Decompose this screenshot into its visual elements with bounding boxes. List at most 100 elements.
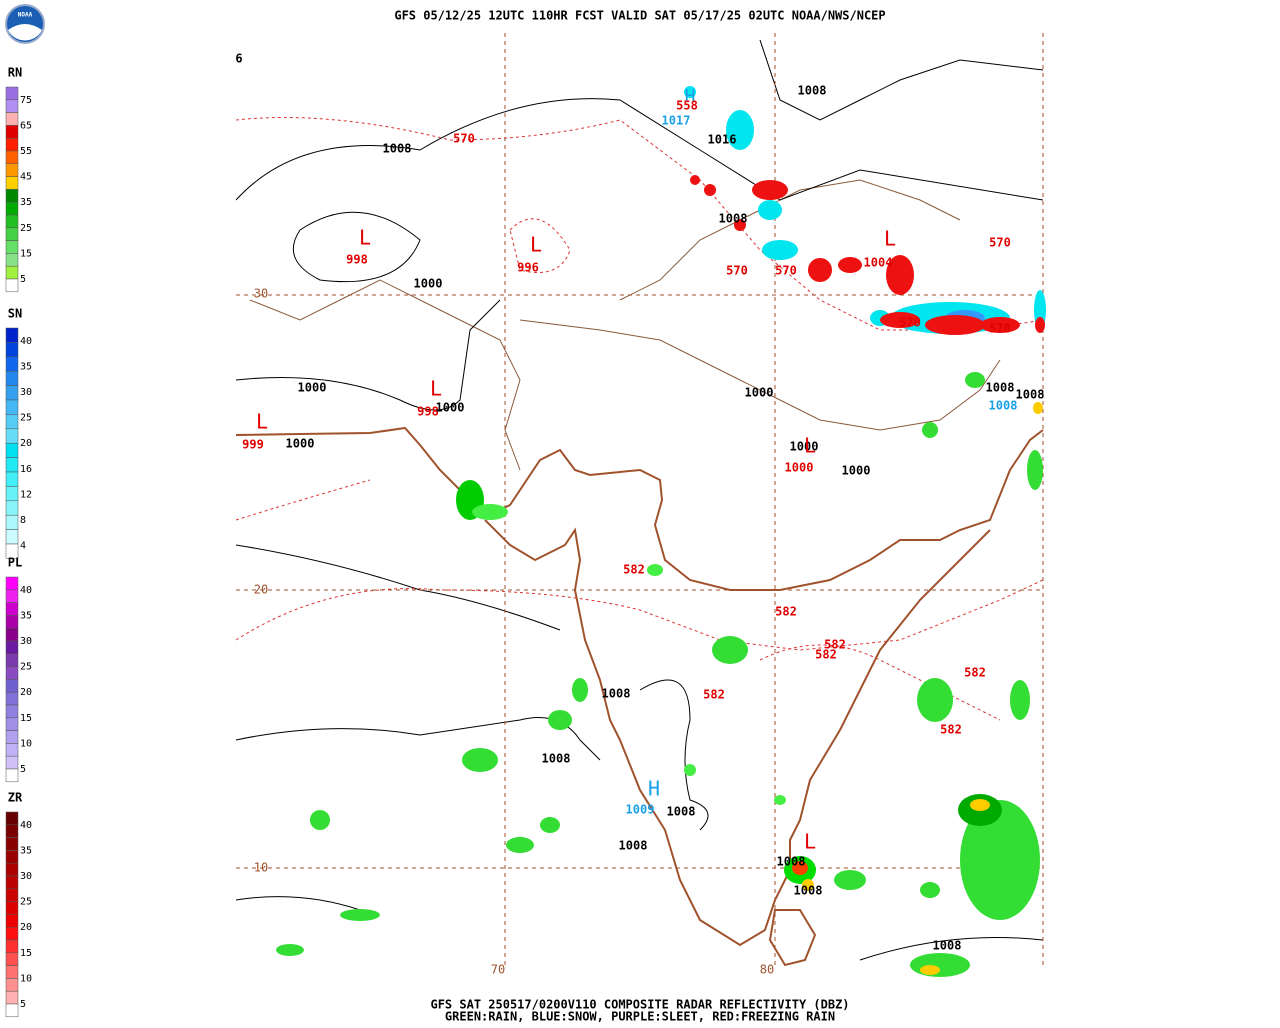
precip-area <box>1033 402 1043 414</box>
map-label: 1000 <box>298 381 327 395</box>
map-label: 582 <box>775 605 797 619</box>
map-label: 1008 <box>777 855 806 869</box>
map-label: 1017 <box>662 114 691 128</box>
grid-label: 70 <box>491 963 505 977</box>
legend-label: 40 <box>20 585 32 596</box>
precip-area <box>980 317 1020 333</box>
legend-label: 25 <box>20 897 32 908</box>
map-label: 1000 <box>785 461 814 475</box>
map-label: 6 <box>235 52 242 66</box>
legend-label: 35 <box>20 610 32 621</box>
legend-label: 20 <box>20 687 32 698</box>
header-title: GFS 05/12/25 12UTC 110HR FCST VALID SAT … <box>394 9 885 23</box>
legend-swatch <box>5 602 19 616</box>
precip-area <box>684 764 696 776</box>
legend-swatch <box>5 653 19 667</box>
map-label: 570 <box>453 132 475 146</box>
grid-label: 80 <box>760 963 774 977</box>
legend-swatch <box>5 125 19 139</box>
legend-label: 45 <box>20 172 32 183</box>
map-label: 1008 <box>794 884 823 898</box>
map-label: L <box>804 434 816 458</box>
map-label: 1008 <box>383 142 412 156</box>
legend-swatch <box>5 99 19 113</box>
precip-area <box>965 372 985 388</box>
map-label: 1008 <box>719 212 748 226</box>
map-label: H <box>685 86 696 107</box>
legend-swatch <box>5 370 19 386</box>
precip-area <box>684 86 696 98</box>
legend-label: 55 <box>20 146 32 157</box>
map-label: 570 <box>726 264 748 278</box>
map: H5581017100857010081016L998L996100010085… <box>235 33 1046 977</box>
map-label: 1008 <box>1016 388 1045 402</box>
map-label: 1000 <box>414 277 443 291</box>
legend-swatch <box>5 978 19 992</box>
legend-swatch <box>5 576 19 591</box>
legend-swatch <box>5 428 19 444</box>
legend-swatch <box>5 86 19 101</box>
map-label: 570 <box>989 236 1011 250</box>
legend-label: 5 <box>20 764 26 775</box>
legend-swatch <box>5 163 19 177</box>
precip-area <box>752 180 788 200</box>
map-label: 1000 <box>436 401 465 415</box>
map-label: 998 <box>417 405 439 419</box>
map-label: 570 <box>899 316 921 330</box>
precip-area <box>1035 317 1045 333</box>
legend-label: 35 <box>20 197 32 208</box>
map-label: 999 <box>242 438 264 452</box>
legend-swatch <box>5 442 19 458</box>
isobars <box>235 39 1044 961</box>
legend-title: RN <box>8 66 22 80</box>
legend-title: SN <box>8 307 22 321</box>
legend-label: 15 <box>20 248 32 259</box>
map-label: 1016 <box>708 133 737 147</box>
precip-area <box>472 504 508 520</box>
precip-area <box>734 219 746 231</box>
legend-swatch <box>5 227 19 241</box>
precip-area <box>690 175 700 185</box>
legend-swatch <box>5 965 19 979</box>
legend-swatch <box>5 837 19 851</box>
grid-label: 30 <box>254 287 268 301</box>
legend-swatch <box>5 768 19 783</box>
legend-swatch <box>5 1003 19 1018</box>
legend-label: 35 <box>20 361 32 372</box>
legend-label: 10 <box>20 738 32 749</box>
legend-swatch <box>5 589 19 603</box>
map-label: 570 <box>775 264 797 278</box>
legend-swatch <box>5 862 19 877</box>
legend-label: 5 <box>20 274 26 285</box>
legend-swatch <box>5 901 19 915</box>
map-label: L <box>530 233 542 257</box>
legend-swatch <box>5 278 19 293</box>
precip-area <box>647 564 663 576</box>
legend-swatch <box>5 543 19 559</box>
legend-label: 40 <box>20 820 32 831</box>
legend-label: 12 <box>20 489 32 500</box>
noaa-logo: NOAA <box>5 4 45 44</box>
legend-label: 30 <box>20 871 32 882</box>
legend-swatch <box>5 137 19 152</box>
legend-swatch <box>5 327 19 343</box>
legend-label: 4 <box>20 541 26 552</box>
map-label: H <box>648 777 660 801</box>
map-label: L <box>884 227 896 251</box>
legend-swatch <box>5 214 19 229</box>
precip-area <box>920 882 940 898</box>
legend-title: PL <box>8 556 22 570</box>
legend-swatch <box>5 914 19 928</box>
precip-area <box>1027 450 1043 490</box>
precip-area <box>880 312 920 328</box>
map-label: 1008 <box>798 84 827 98</box>
precip-area <box>1010 680 1030 720</box>
map-label: 582 <box>815 648 837 662</box>
precip-area <box>506 837 534 853</box>
map-label: 582 <box>703 688 725 702</box>
map-frame <box>236 33 1043 965</box>
legend-label: 30 <box>20 636 32 647</box>
legend-swatch <box>5 730 19 744</box>
legend-label: 15 <box>20 948 32 959</box>
legend-swatch <box>5 150 19 165</box>
